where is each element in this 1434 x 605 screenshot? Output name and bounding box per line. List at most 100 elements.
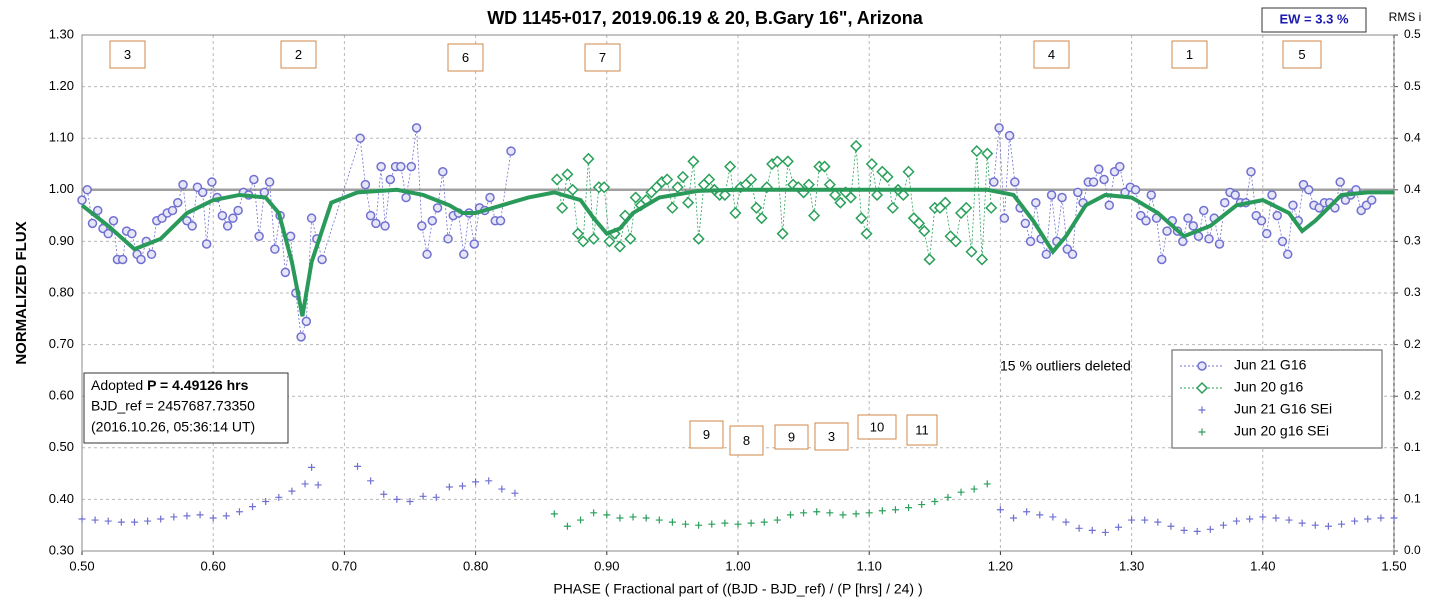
annotation-box bbox=[1033, 40, 1070, 69]
y-tick-label: 0.50 bbox=[49, 439, 74, 454]
point bbox=[1041, 249, 1052, 260]
info-date: (2016.10.26, 05:36:14 UT) bbox=[91, 419, 255, 435]
point bbox=[957, 488, 965, 496]
x-tick-label: 1.10 bbox=[857, 558, 882, 573]
annotation: 1 bbox=[1186, 47, 1193, 62]
point bbox=[317, 254, 327, 265]
point bbox=[1057, 192, 1067, 203]
point bbox=[834, 196, 847, 209]
point bbox=[1049, 513, 1057, 521]
point bbox=[91, 516, 99, 524]
y2-tick-label: 0.2 bbox=[1404, 388, 1421, 402]
point bbox=[1099, 174, 1109, 185]
point bbox=[703, 173, 716, 186]
point bbox=[577, 235, 590, 248]
point bbox=[1075, 524, 1083, 532]
point bbox=[721, 519, 729, 527]
point bbox=[306, 213, 317, 223]
point bbox=[1351, 517, 1359, 525]
point bbox=[918, 225, 931, 238]
point bbox=[886, 201, 899, 214]
point bbox=[144, 517, 152, 525]
point bbox=[590, 509, 598, 517]
annotation-box bbox=[280, 40, 317, 69]
point bbox=[587, 232, 600, 245]
point bbox=[745, 173, 758, 186]
point bbox=[77, 195, 87, 205]
point bbox=[1020, 218, 1031, 229]
point bbox=[209, 514, 217, 522]
point bbox=[666, 201, 679, 214]
point bbox=[469, 239, 480, 249]
y-tick-label: 0.70 bbox=[49, 336, 74, 351]
point bbox=[438, 166, 448, 177]
legend-label: Jun 20 g16 SEi bbox=[1234, 423, 1329, 439]
point bbox=[1114, 523, 1122, 531]
point bbox=[511, 489, 519, 497]
point bbox=[724, 160, 737, 173]
annotation: 7 bbox=[599, 50, 606, 65]
point bbox=[262, 497, 270, 505]
annotation: 8 bbox=[743, 433, 750, 448]
y-tick-label: 0.30 bbox=[49, 542, 74, 557]
point bbox=[1101, 528, 1109, 536]
annotation-box bbox=[1282, 40, 1322, 69]
point bbox=[1157, 254, 1167, 265]
point bbox=[296, 332, 306, 342]
point bbox=[406, 497, 414, 505]
point bbox=[1031, 197, 1041, 208]
point bbox=[146, 249, 157, 260]
point bbox=[207, 177, 217, 187]
y-tick-label: 0.60 bbox=[49, 388, 74, 403]
point bbox=[1364, 515, 1372, 523]
point bbox=[1146, 190, 1157, 200]
point bbox=[1183, 213, 1193, 223]
point bbox=[603, 235, 616, 248]
point bbox=[157, 515, 165, 523]
y-tick-label: 1.10 bbox=[49, 130, 74, 145]
annotation: 9 bbox=[703, 427, 710, 442]
y-axis-label: NORMALIZED FLUX bbox=[13, 221, 30, 364]
point bbox=[308, 463, 316, 471]
point bbox=[616, 514, 624, 522]
point bbox=[655, 516, 663, 524]
x-tick-label: 0.60 bbox=[201, 558, 226, 573]
annotation-box bbox=[814, 422, 849, 451]
point bbox=[676, 170, 689, 183]
point bbox=[196, 511, 204, 519]
point bbox=[249, 174, 259, 185]
point bbox=[965, 245, 978, 258]
point bbox=[472, 478, 480, 486]
point bbox=[376, 161, 386, 172]
point bbox=[826, 509, 834, 517]
info-bjd: BJD_ref = 2457687.73350 bbox=[91, 398, 255, 414]
point bbox=[613, 240, 626, 253]
point bbox=[1303, 185, 1314, 195]
point bbox=[1036, 511, 1044, 519]
point bbox=[167, 205, 178, 216]
point bbox=[561, 168, 574, 181]
point bbox=[222, 221, 233, 231]
chart-title: WD 1145+017, 2019.06.19 & 20, B.Gary 16"… bbox=[487, 8, 924, 28]
point bbox=[235, 508, 243, 516]
annotation: 2 bbox=[295, 47, 302, 62]
point bbox=[571, 227, 584, 240]
y-tick-label: 1.00 bbox=[49, 181, 74, 196]
point bbox=[918, 501, 926, 509]
point bbox=[1004, 130, 1015, 141]
legend-marker bbox=[1195, 381, 1209, 395]
point bbox=[949, 235, 962, 248]
point bbox=[1115, 161, 1125, 172]
point bbox=[288, 487, 296, 495]
point bbox=[750, 201, 763, 214]
point bbox=[233, 205, 243, 216]
point bbox=[82, 185, 92, 195]
y2-tick-label: 0.4 bbox=[1404, 182, 1421, 196]
point bbox=[1067, 249, 1078, 260]
point bbox=[1023, 508, 1031, 516]
point bbox=[432, 493, 440, 501]
point bbox=[808, 209, 821, 222]
point bbox=[401, 192, 411, 203]
point bbox=[1046, 190, 1057, 200]
point bbox=[1288, 200, 1298, 211]
